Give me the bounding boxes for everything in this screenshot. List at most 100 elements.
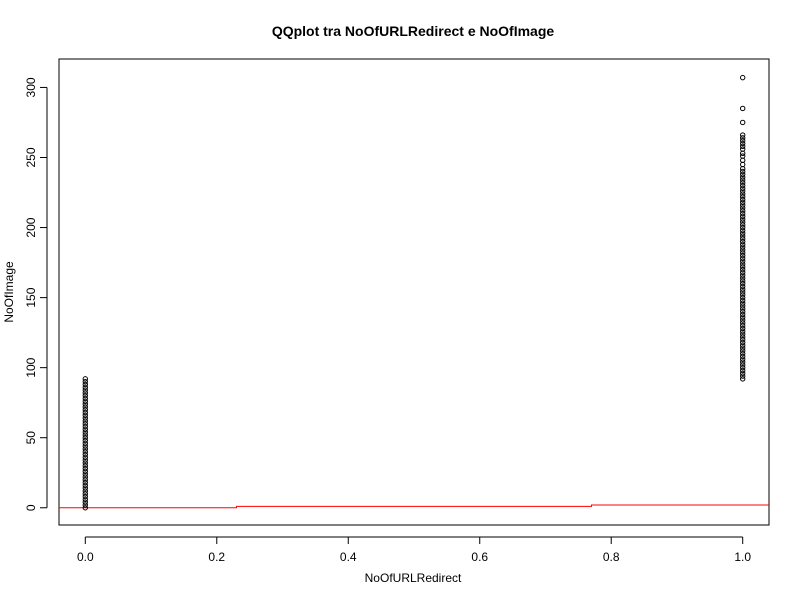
data-point (82, 421, 88, 427)
data-point (740, 174, 746, 180)
data-point (740, 216, 746, 222)
data-point (82, 432, 88, 438)
y-tick-label: 0 (24, 504, 38, 511)
y-axis: 0 50 100 150 200 250 300 (24, 77, 48, 511)
reference-line-group (59, 504, 769, 509)
data-point (740, 322, 746, 329)
data-point (82, 502, 88, 508)
data-point (82, 406, 88, 413)
data-point (740, 311, 746, 318)
data-point (740, 269, 746, 276)
data-point (740, 177, 746, 183)
data-point (740, 356, 746, 362)
data-point (82, 390, 88, 396)
data-point (82, 387, 88, 393)
y-tick-label: 50 (24, 431, 38, 445)
data-point (740, 317, 746, 323)
data-point (740, 208, 746, 214)
data-point (82, 496, 88, 503)
data-point (740, 171, 746, 178)
data-point (82, 451, 88, 458)
data-point (740, 283, 746, 290)
data-point (82, 378, 88, 385)
data-point (82, 412, 88, 418)
data-point (740, 325, 746, 332)
data-point (740, 146, 746, 152)
data-point (740, 194, 746, 200)
data-point (740, 294, 746, 301)
data-point (740, 370, 746, 376)
y-tick-label: 100 (24, 357, 38, 377)
data-point (82, 477, 88, 483)
data-point (740, 224, 746, 231)
data-point (740, 182, 746, 189)
data-point (82, 376, 88, 382)
data-point (82, 505, 88, 511)
x-tick-label: 0.0 (77, 550, 94, 564)
data-point (740, 227, 746, 234)
data-point (740, 143, 746, 149)
data-point (740, 342, 746, 348)
data-point (740, 205, 746, 211)
data-point (82, 499, 88, 505)
y-tick-label: 300 (24, 77, 38, 97)
data-point (740, 350, 746, 357)
data-point (82, 474, 88, 480)
data-point (740, 199, 746, 206)
data-point (740, 258, 746, 264)
x-axis: 0.0 0.2 0.4 0.6 0.8 1.0 (77, 536, 751, 564)
data-point (82, 384, 88, 390)
data-point (82, 435, 88, 441)
data-point (740, 331, 746, 337)
data-point (740, 202, 746, 208)
data-point (82, 437, 88, 444)
data-point (740, 339, 746, 346)
data-point (82, 395, 88, 402)
data-point (82, 401, 88, 407)
data-point (740, 230, 746, 236)
data-point (740, 353, 746, 360)
y-axis-label: NoOfImage (2, 261, 16, 323)
data-point (82, 423, 88, 430)
data-point (740, 119, 746, 126)
data-point (82, 471, 88, 477)
data-point (740, 376, 746, 382)
data-point (740, 191, 746, 197)
data-point (82, 457, 88, 463)
plot-frame (58, 58, 770, 526)
data-point (82, 465, 88, 472)
data-point (740, 180, 746, 186)
data-point (740, 303, 746, 309)
data-point (82, 482, 88, 489)
data-point (740, 280, 746, 287)
data-point (740, 219, 746, 225)
data-point (740, 137, 746, 144)
data-point (740, 247, 746, 253)
data-point (82, 454, 88, 461)
data-point (740, 286, 746, 292)
data-point (740, 264, 746, 270)
data-point (740, 364, 746, 371)
data-point (82, 418, 88, 424)
data-point (740, 241, 746, 248)
data-point (740, 306, 746, 312)
data-point (82, 488, 88, 494)
data-point (740, 373, 746, 379)
data-point (82, 398, 88, 404)
y-tick-label: 200 (24, 217, 38, 237)
data-point (740, 308, 746, 315)
data-point (740, 261, 746, 267)
data-point (82, 404, 88, 410)
data-point (740, 213, 746, 220)
data-point (740, 362, 746, 368)
data-point (740, 210, 746, 217)
data-point (740, 272, 746, 278)
x-tick-label: 0.4 (340, 550, 357, 564)
data-point (740, 135, 746, 141)
data-point (740, 348, 746, 354)
data-point (740, 328, 746, 334)
y-tick-label: 250 (24, 147, 38, 167)
data-point (740, 336, 746, 343)
x-tick-label: 0.2 (208, 550, 225, 564)
data-point (740, 252, 746, 259)
